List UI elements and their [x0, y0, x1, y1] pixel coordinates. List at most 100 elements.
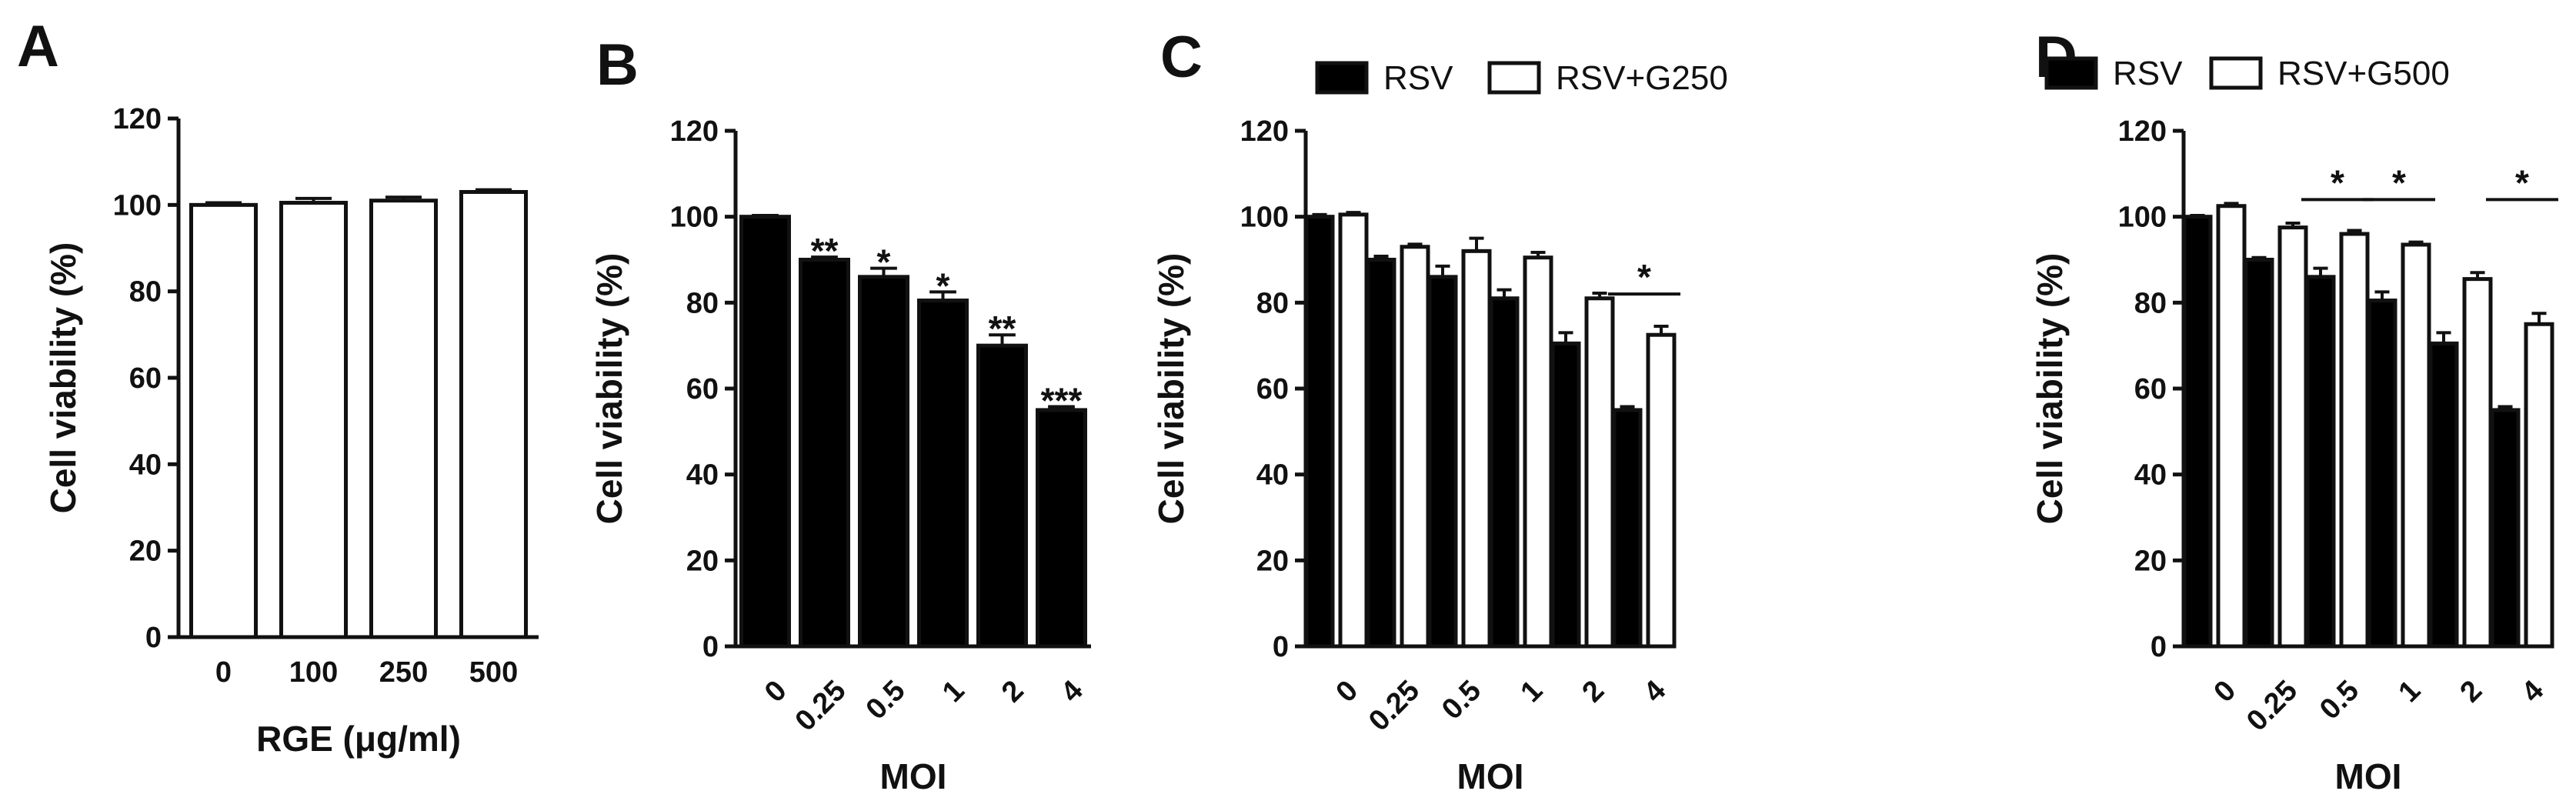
y-tick-label: 40 [1256, 459, 1289, 492]
bar [1338, 212, 1369, 649]
y-tick-label: 60 [2134, 373, 2167, 406]
legend-swatch [1487, 61, 1541, 95]
y-tick-label: 0 [702, 631, 719, 663]
significance-label: * [2331, 162, 2344, 202]
y-tick-label: 80 [2134, 287, 2167, 319]
x-tick-label: 4 [2516, 674, 2551, 709]
bar [2182, 215, 2213, 649]
legend-label: RSV+G500 [2277, 55, 2450, 92]
y-tick-label: 100 [670, 202, 719, 234]
y-tick-label: 0 [2151, 631, 2167, 663]
bar [2244, 258, 2274, 649]
legend-swatch [2044, 56, 2098, 90]
x-tick-label: 0 [2208, 674, 2243, 709]
bar [2305, 275, 2336, 649]
panel-a: A 0 20 40 60 80 100 120 0 100 250 500 Cell viability… [17, 14, 539, 759]
y-tick-label: 60 [1256, 373, 1289, 406]
bar [1584, 296, 1615, 649]
bar [459, 189, 528, 639]
x-tick-label: 0 [1330, 674, 1365, 709]
bar [279, 201, 348, 639]
bar [1612, 408, 1643, 649]
legend: RSV RSV+G250 [1315, 59, 1728, 97]
bar [2277, 225, 2308, 649]
y-tick-label: 120 [670, 115, 719, 148]
y-axis-title: Cell viability (%) [1151, 253, 1191, 525]
legend-swatch [1315, 61, 1369, 95]
bar [2401, 242, 2431, 649]
x-tick-label: 0.25 [1363, 674, 1426, 737]
bar [1646, 332, 1677, 649]
y-tick-label: 60 [129, 362, 162, 395]
significance-label: ** [989, 309, 1016, 349]
y-tick-label: 20 [1256, 545, 1289, 577]
x-tick-label: 4 [1055, 674, 1089, 709]
panel-letter: A [17, 14, 59, 79]
significance-label: ** [811, 231, 839, 271]
x-tick-label: 0.25 [789, 674, 853, 737]
x-tick-label: 0.5 [860, 674, 912, 726]
bar [799, 258, 850, 649]
bar [1400, 245, 1430, 649]
significance-label: * [1637, 257, 1651, 297]
bar [1427, 275, 1458, 649]
y-tick-label: 120 [2118, 115, 2167, 148]
bar [1461, 249, 1492, 649]
y-tick-label: 100 [113, 189, 162, 222]
y-axis-title: Cell viability (%) [43, 242, 83, 514]
significance-label: *** [1041, 380, 1083, 420]
y-tick-label: 0 [1273, 631, 1289, 663]
y-tick-label: 120 [113, 103, 162, 135]
bar [1304, 215, 1335, 649]
panel-letter: B [596, 32, 639, 98]
x-tick-label: 0.25 [2241, 674, 2304, 737]
bar [976, 343, 1028, 649]
y-tick-label: 80 [686, 287, 719, 319]
x-tick-label: 250 [379, 656, 428, 689]
y-tick-label: 60 [686, 373, 719, 406]
significance-label: * [2392, 162, 2406, 202]
bar [1550, 341, 1581, 649]
bar [189, 202, 258, 639]
bar [2524, 322, 2554, 649]
x-tick-label: 0 [215, 656, 232, 689]
panel-letter: C [1160, 25, 1203, 90]
x-tick-label: 2 [2454, 674, 2489, 709]
y-tick-label: 20 [2134, 545, 2167, 577]
x-axis-title: MOI [880, 756, 947, 796]
x-tick-label: 0 [759, 674, 793, 709]
y-tick-label: 40 [2134, 459, 2167, 492]
bar [369, 199, 438, 639]
x-tick-label: 4 [1638, 674, 1673, 709]
bar [917, 299, 969, 649]
bar [1366, 258, 1396, 649]
bar [2339, 232, 2370, 649]
bar [1523, 255, 1553, 649]
bar [858, 275, 909, 649]
x-axis-title: MOI [2335, 756, 2402, 796]
legend-label: RSV+G250 [1556, 59, 1728, 97]
y-tick-label: 40 [686, 459, 719, 492]
y-tick-label: 120 [1240, 115, 1289, 148]
x-tick-label: 1 [2393, 674, 2428, 709]
y-tick-label: 100 [2118, 202, 2167, 234]
y-tick-label: 0 [145, 622, 162, 654]
x-tick-label: 100 [289, 656, 338, 689]
bar [2490, 408, 2521, 649]
y-tick-label: 40 [129, 449, 162, 481]
x-axis-title: RGE (μg/ml) [256, 719, 461, 759]
bar [2367, 299, 2397, 649]
y-tick-label: 80 [129, 276, 162, 309]
significance-label: * [877, 242, 891, 282]
x-tick-label: 500 [469, 656, 518, 689]
bar [2216, 204, 2247, 649]
x-tick-label: 2 [1577, 674, 1611, 709]
y-axis-title: Cell viability (%) [589, 253, 629, 525]
bar [739, 215, 791, 649]
y-tick-label: 80 [1256, 287, 1289, 319]
y-tick-label: 20 [686, 545, 719, 577]
